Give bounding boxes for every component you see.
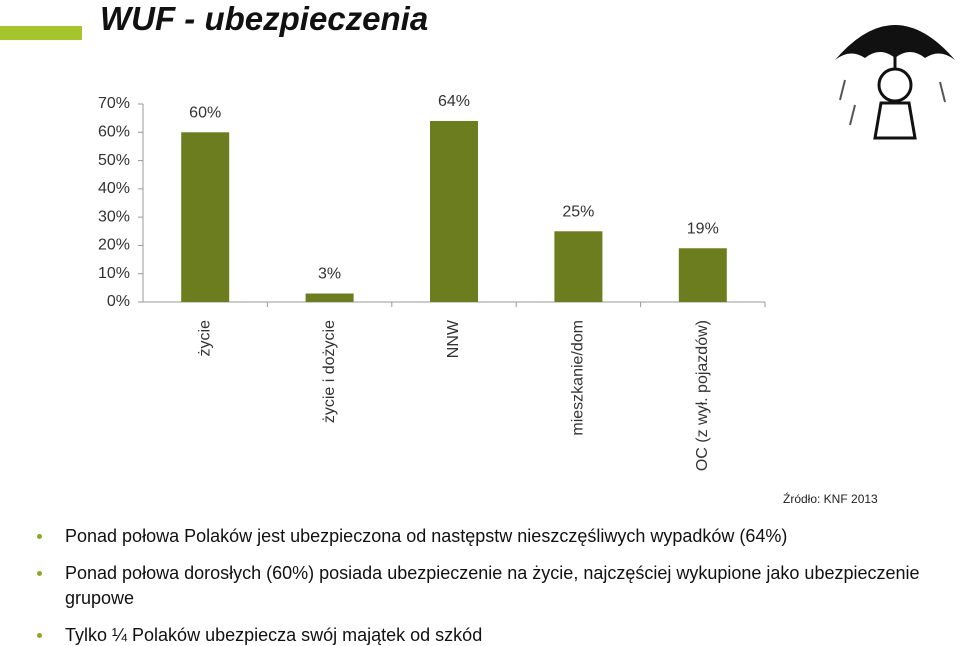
y-tick-label: 70%	[98, 95, 130, 112]
bar	[430, 120, 478, 302]
bullet: Tylko ¼ Polaków ubezpiecza swój majątek …	[0, 623, 920, 646]
bullet: Ponad połowa Polaków jest ubezpieczona o…	[0, 524, 920, 549]
x-tick-label: życie i dożycie	[321, 320, 338, 423]
y-tick-label: 0%	[107, 293, 130, 310]
x-tick-label: OC (z wył. pojazdów)	[694, 320, 711, 471]
value-label: 19%	[687, 220, 719, 237]
x-tick-label: mieszkanie/dom	[570, 320, 587, 436]
bar	[554, 231, 603, 302]
x-tick-label: życie	[196, 320, 213, 357]
bar	[305, 293, 354, 302]
accent-bar	[0, 26, 82, 40]
value-label: 25%	[562, 204, 594, 221]
y-tick-label: 30%	[98, 208, 130, 225]
y-tick-label: 10%	[98, 265, 130, 282]
insurance-icon	[835, 25, 955, 140]
value-label: 64%	[438, 93, 470, 110]
bullet: Ponad połowa dorosłych (60%) posiada ube…	[0, 561, 920, 611]
y-tick-label: 20%	[98, 237, 130, 254]
y-tick-label: 50%	[98, 152, 130, 169]
x-tick-label: NNW	[445, 319, 462, 358]
slide-title: WUF - ubezpieczenia	[100, 0, 429, 37]
y-tick-label: 40%	[98, 180, 130, 197]
bar	[678, 248, 727, 302]
source-note: Źródło: KNF 2013	[783, 492, 878, 506]
bullet-list: Ponad połowa Polaków jest ubezpieczona o…	[0, 524, 920, 646]
value-label: 3%	[318, 266, 341, 283]
value-label: 60%	[189, 105, 221, 122]
y-tick-label: 60%	[98, 124, 130, 141]
chart: 0% 10% 20% 30% 40% 50% 60% 70% życie 60% życie i d…	[98, 25, 955, 471]
bar	[181, 132, 230, 302]
